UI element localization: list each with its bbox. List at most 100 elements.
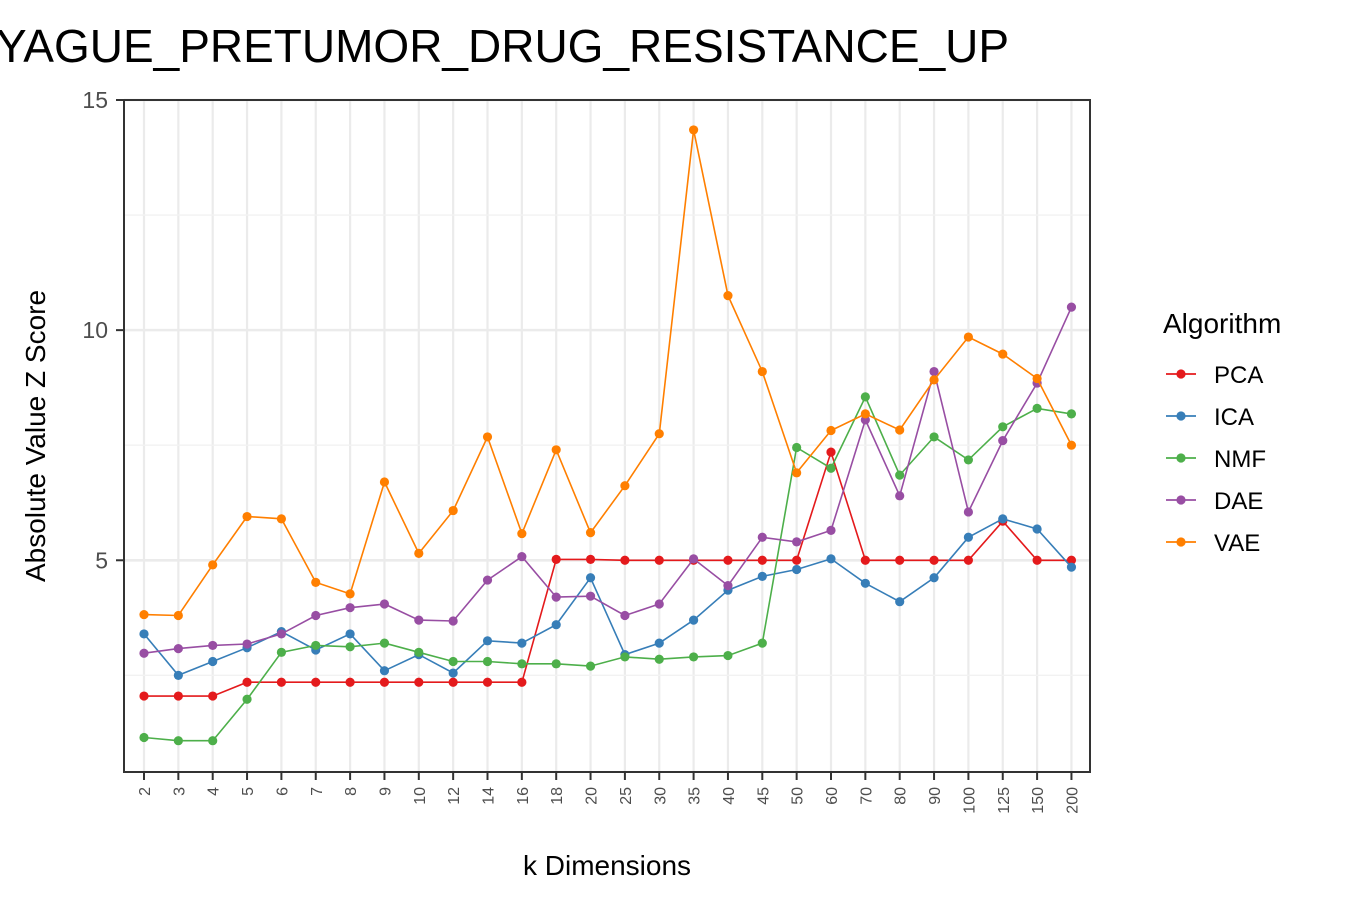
- data-point-ica: [895, 597, 905, 607]
- x-tick-label: 80: [893, 787, 910, 805]
- data-point-dae: [895, 491, 905, 501]
- data-point-vae: [1032, 373, 1042, 384]
- data-point-pca: [448, 677, 458, 687]
- data-point-nmf: [242, 694, 252, 704]
- data-point-nmf: [551, 659, 561, 669]
- grid-lines: [124, 98, 1090, 772]
- x-tick-label: 35: [687, 787, 704, 805]
- data-point-vae: [689, 125, 699, 135]
- series-line-nmf: [143, 394, 1072, 742]
- data-point-nmf: [998, 422, 1008, 432]
- data-point-vae: [757, 366, 767, 377]
- data-point-pca: [173, 691, 183, 701]
- data-point-ica: [1032, 524, 1042, 534]
- data-point-ica: [826, 554, 836, 564]
- x-tick-label: 90: [927, 787, 944, 805]
- y-axis: 5 10 15: [82, 87, 124, 573]
- data-point-dae: [311, 610, 321, 621]
- x-tick-label: 2: [137, 787, 154, 796]
- x-tick-label: 9: [377, 787, 394, 796]
- x-tick-label: 20: [584, 787, 601, 805]
- data-point-nmf: [620, 652, 630, 662]
- data-point-dae: [654, 599, 664, 609]
- data-point-pca: [551, 554, 561, 564]
- legend-items: PCA ICA NMF DAE VAE: [1166, 362, 1266, 557]
- data-point-nmf: [139, 732, 149, 743]
- data-point-pca: [242, 677, 252, 687]
- data-point-nmf: [1066, 409, 1077, 419]
- x-tick-label: 45: [755, 787, 772, 805]
- data-point-nmf: [311, 640, 321, 651]
- x-tick-label: 14: [481, 787, 498, 805]
- data-point-pca: [654, 555, 664, 565]
- data-point-dae: [723, 580, 733, 591]
- x-tick-label: 100: [961, 787, 978, 814]
- x-tick-label: 8: [343, 787, 360, 796]
- data-point-ica: [173, 670, 183, 680]
- data-point-nmf: [414, 647, 424, 657]
- data-point-ica: [860, 578, 870, 588]
- data-point-dae: [963, 507, 974, 517]
- x-tick-label: 30: [652, 787, 669, 805]
- data-point-dae: [276, 629, 286, 639]
- data-point-vae: [379, 477, 390, 487]
- data-point-nmf: [723, 650, 733, 661]
- data-point-dae: [757, 532, 767, 542]
- data-point-nmf: [1032, 403, 1042, 413]
- legend-key-point: [1176, 369, 1186, 379]
- legend-label: PCA: [1214, 362, 1263, 389]
- data-point-nmf: [654, 654, 664, 664]
- data-point-dae: [1066, 302, 1077, 312]
- data-point-ica: [208, 656, 218, 667]
- data-point-nmf: [963, 455, 974, 465]
- data-point-vae: [414, 548, 424, 558]
- data-point-ica: [379, 666, 390, 676]
- data-point-dae: [929, 366, 939, 377]
- series-lines: [139, 125, 1077, 746]
- data-point-ica: [757, 571, 767, 581]
- data-point-pca: [379, 677, 390, 687]
- data-point-dae: [173, 644, 183, 654]
- data-point-ica: [448, 668, 458, 678]
- series-nmf: [139, 392, 1077, 746]
- data-point-vae: [723, 291, 733, 301]
- data-point-vae: [448, 505, 458, 516]
- x-tick-label: 60: [824, 787, 841, 805]
- series-line-pca: [144, 449, 1072, 697]
- data-point-dae: [792, 537, 802, 547]
- data-point-pca: [757, 555, 767, 565]
- x-tick-label: 200: [1064, 787, 1081, 814]
- data-point-vae: [242, 511, 252, 522]
- legend-title: Algorithm: [1163, 308, 1281, 339]
- x-tick-label: 10: [412, 787, 429, 805]
- data-point-nmf: [826, 463, 836, 473]
- data-point-pca: [963, 555, 974, 565]
- data-point-nmf: [208, 736, 218, 746]
- data-point-dae: [139, 648, 149, 658]
- series-line-dae: [143, 306, 1073, 654]
- data-point-dae: [620, 610, 630, 621]
- x-tick-label: 18: [549, 787, 566, 805]
- data-point-ica: [551, 620, 561, 630]
- data-point-vae: [654, 429, 664, 439]
- data-point-pca: [208, 691, 218, 701]
- data-point-vae: [1066, 440, 1077, 450]
- legend-key-point: [1176, 537, 1186, 547]
- data-point-ica: [963, 532, 974, 542]
- x-tick-label: 150: [1030, 787, 1047, 814]
- data-point-dae: [414, 615, 424, 625]
- data-point-nmf: [276, 647, 286, 657]
- data-point-pca: [414, 677, 424, 687]
- data-point-vae: [998, 349, 1008, 359]
- data-point-vae: [895, 425, 905, 435]
- x-tick-label: 5: [240, 787, 257, 796]
- data-point-nmf: [517, 659, 527, 669]
- data-point-ica: [689, 615, 699, 625]
- legend-key-point: [1176, 495, 1186, 505]
- data-point-nmf: [792, 442, 802, 453]
- data-point-vae: [792, 468, 802, 478]
- data-point-vae: [517, 528, 527, 539]
- data-point-dae: [379, 599, 390, 609]
- x-tick-label: 25: [618, 787, 635, 805]
- y-tick-label: 5: [95, 547, 108, 573]
